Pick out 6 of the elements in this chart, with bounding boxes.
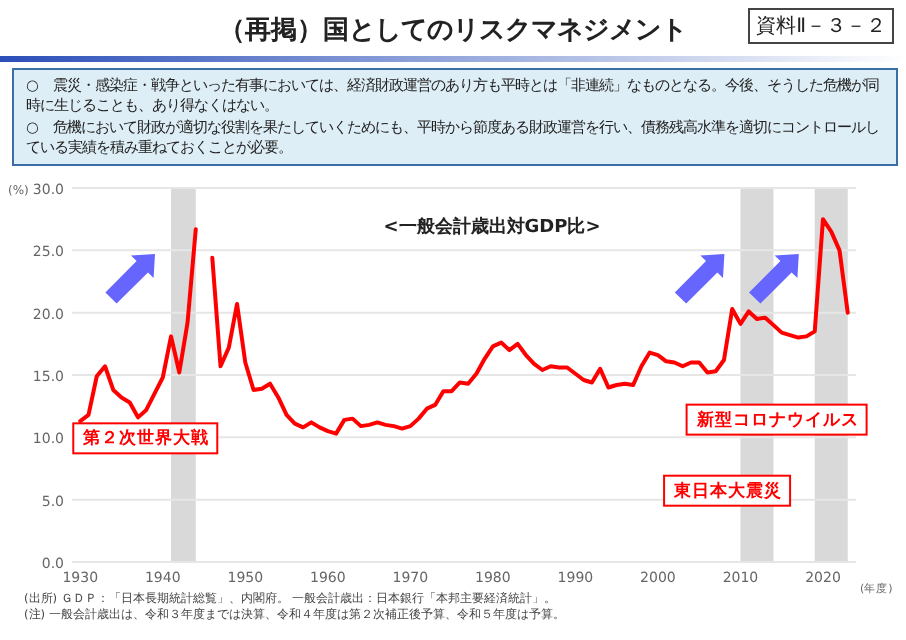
band-label: 第２次世界大戦 [81, 427, 210, 450]
text: 資料Ⅱ－３－２ [748, 8, 894, 44]
band-label: 東日本大震災 [672, 479, 783, 502]
chart-title: （再掲）国としてのリスクマネジメント [219, 16, 687, 46]
band-label: 新型コロナウイルス [694, 408, 859, 431]
text: <一般会計歳出対GDP比> [383, 216, 601, 238]
